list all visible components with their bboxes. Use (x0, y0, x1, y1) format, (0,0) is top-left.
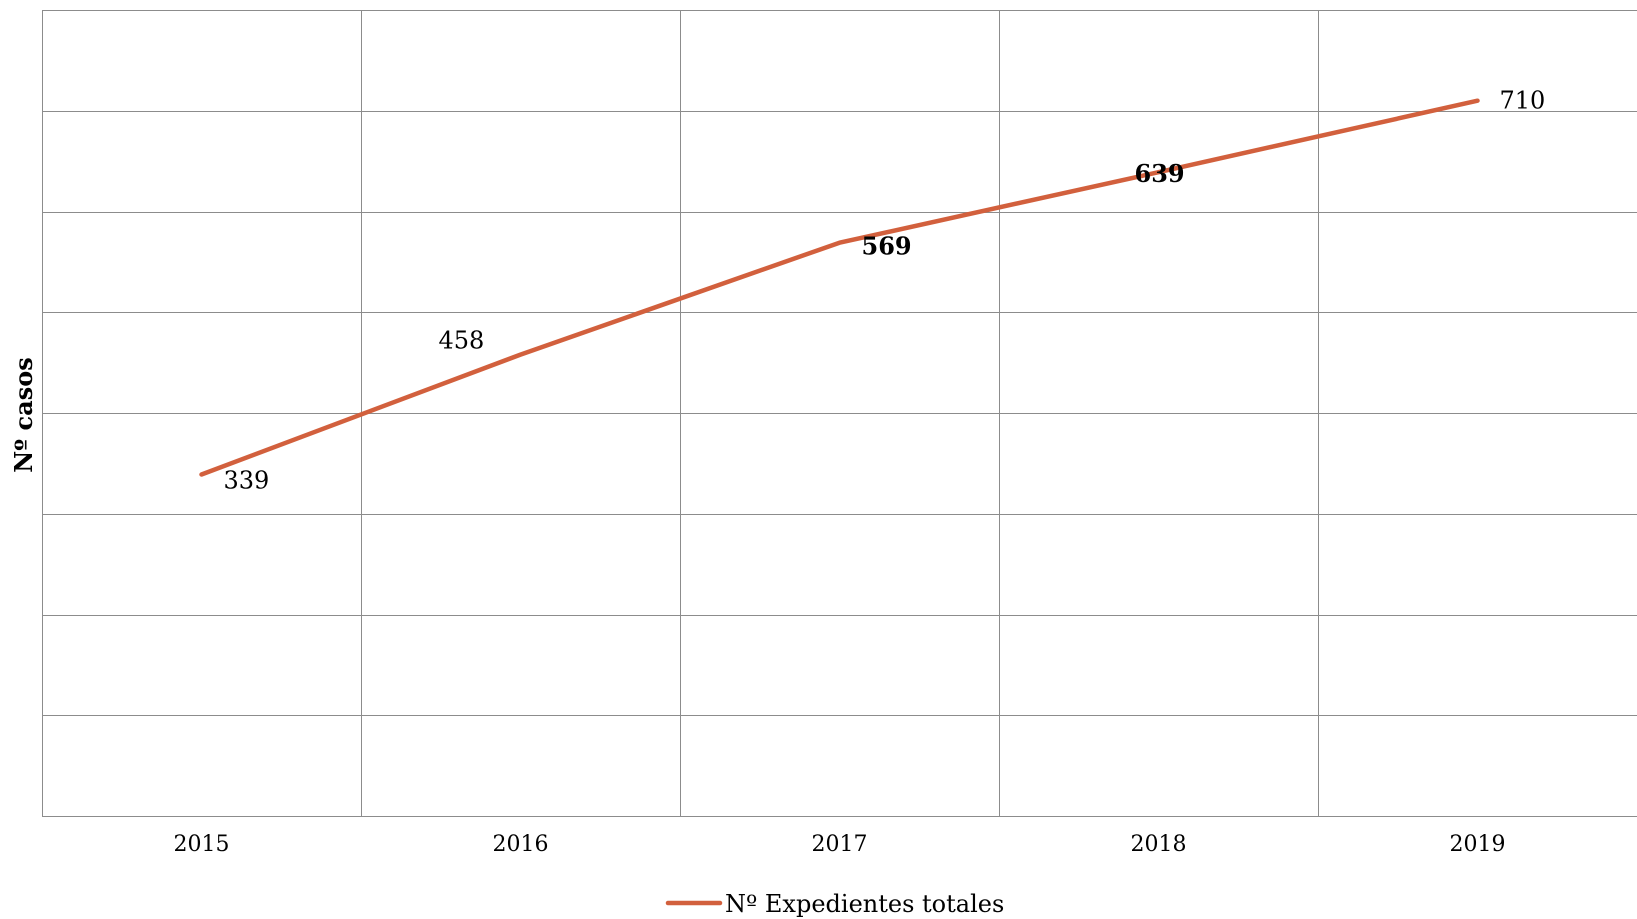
x-tick-label-2017: 2017 (812, 832, 868, 857)
data-labels: 339 458 569 639 710 (224, 87, 1546, 495)
legend: Nº Expedientes totales (665, 890, 1004, 918)
series-layer (199, 98, 1480, 477)
data-label-2017: 569 (862, 232, 912, 261)
axes (41, 10, 1637, 818)
x-tick-label-2018: 2018 (1131, 832, 1187, 857)
data-label-2019: 710 (1500, 87, 1546, 115)
x-tick-label-2015: 2015 (174, 832, 230, 857)
legend-label: Nº Expedientes totales (725, 890, 1004, 918)
data-label-2015: 339 (224, 467, 270, 495)
series-line (199, 98, 1480, 477)
x-tick-label-2016: 2016 (493, 832, 549, 857)
x-axis-ticks: 2015 2016 2017 2018 2019 (174, 832, 1506, 857)
y-axis-label: Nº casos (9, 357, 38, 473)
grid (42, 10, 1637, 816)
data-label-2018: 639 (1135, 159, 1185, 188)
x-tick-label-2019: 2019 (1450, 832, 1506, 857)
data-label-2016: 458 (439, 327, 485, 355)
